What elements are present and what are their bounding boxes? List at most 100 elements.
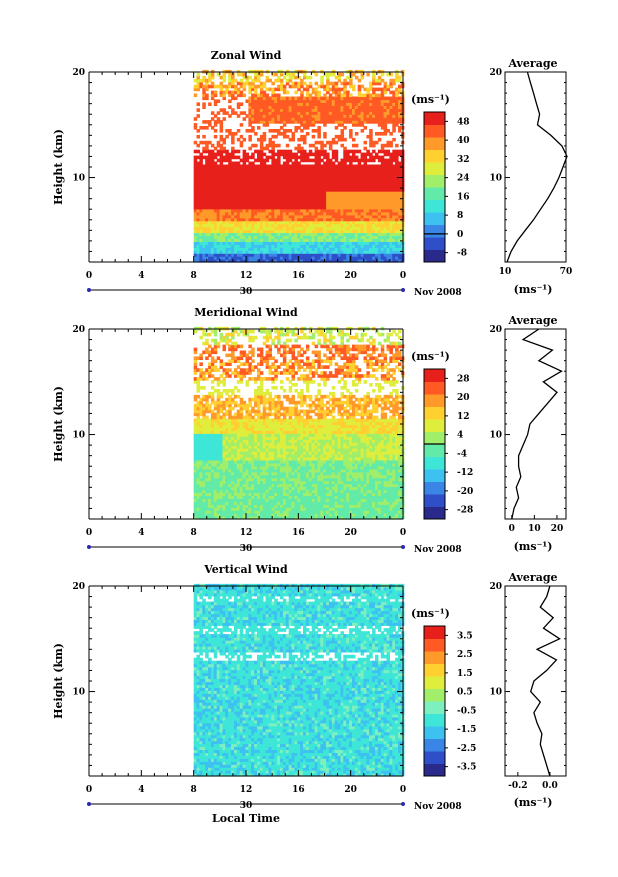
colorbar-swatch <box>424 237 445 250</box>
heatmap-cell <box>315 73 319 77</box>
average-profile-line <box>507 72 567 262</box>
heatmap-cell <box>277 144 281 148</box>
zonal-wind-average-profile: 10 20 10 70 <box>489 68 572 277</box>
heatmap-cell <box>197 73 201 77</box>
heatmap-cell <box>202 102 206 106</box>
x-tick-label: 12 <box>240 271 253 281</box>
heatmap-cell <box>223 117 227 121</box>
heatmap-cell <box>248 135 252 139</box>
zonal-wind-heatmap <box>194 70 405 263</box>
colorbar-tick-label: 16 <box>457 192 470 202</box>
zonal-wind-average-xlabel: (ms⁻¹) <box>514 283 553 296</box>
colorbar-swatch <box>424 137 445 150</box>
average-x-tick-label: 70 <box>560 267 573 277</box>
heatmap-cell <box>240 102 244 106</box>
colorbar-swatch <box>424 125 445 138</box>
x-tick-label: 0 <box>86 271 92 281</box>
heatmap-cell <box>237 389 241 393</box>
date-axis-end-marker <box>401 288 405 292</box>
heatmap-cell <box>202 135 206 139</box>
heatmap-cell <box>197 135 201 139</box>
colorbar-tick-label: 0 <box>457 230 463 240</box>
colorbar-swatch <box>424 150 445 163</box>
colorbar-swatch <box>424 212 445 225</box>
heatmap-cell <box>257 126 261 130</box>
heatmap-cell <box>205 339 209 343</box>
x-tick-label: 4 <box>138 271 144 281</box>
heatmap-cell <box>352 85 356 89</box>
heatmap-cell <box>208 102 212 106</box>
heatmap-cell <box>240 123 244 127</box>
colorbar-tick-label: 24 <box>457 174 470 184</box>
heatmap-cell <box>251 126 255 130</box>
heatmap-cell <box>355 144 359 148</box>
heatmap-cell <box>237 129 241 133</box>
heatmap-cell <box>214 129 218 133</box>
colorbar-swatch <box>424 162 445 175</box>
heatmap-cell <box>395 144 399 148</box>
y-tick-label: 10 <box>72 174 85 184</box>
heatmap-cell <box>343 138 347 142</box>
zonal-wind-colorbar-unit: (ms⁻¹) <box>411 93 450 106</box>
heatmap-cell <box>254 144 258 148</box>
heatmap-cell <box>378 138 382 142</box>
heatmap-cell <box>254 132 258 136</box>
heatmap-cell <box>286 144 290 148</box>
zonal-wind-title: Zonal Wind <box>211 49 282 62</box>
colorbar-swatch <box>424 112 445 125</box>
heatmap-cell <box>392 138 396 142</box>
meridional-wind-heatmap <box>194 327 405 520</box>
heatmap-cell <box>349 129 353 133</box>
heatmap-cell <box>317 126 321 130</box>
heatmap-cell <box>214 91 218 95</box>
average-y-tick-label: 10 <box>489 174 502 184</box>
heatmap-cell <box>369 129 373 133</box>
colorbar-tick-label: 48 <box>457 117 470 127</box>
heatmap-cell <box>197 102 201 106</box>
heatmap-cell <box>326 153 330 157</box>
heatmap-cell <box>364 141 368 145</box>
heatmap-cell <box>323 132 327 136</box>
heatmap-cell <box>286 91 290 95</box>
date-axis-start-marker <box>87 288 91 292</box>
heatmap-cell <box>341 73 345 77</box>
meridional-wind-ylabel: Height (km) <box>52 386 65 462</box>
heatmap-cell <box>199 362 203 366</box>
heatmap-cell <box>197 108 201 112</box>
x-tick-label: 16 <box>292 271 305 281</box>
zonal-wind-month: Nov 2008 <box>414 288 462 298</box>
average-x-tick-label: 10 <box>499 267 512 277</box>
colorbar-swatch <box>424 200 445 213</box>
heatmap-cell <box>237 150 241 154</box>
average-y-tick-label: 20 <box>489 68 502 78</box>
heatmap-cell <box>355 132 359 136</box>
zonal-wind-average-title: Average <box>507 57 557 70</box>
x-tick-label: 8 <box>191 271 197 281</box>
colorbar-tick-label: -8 <box>457 249 467 259</box>
meridional-wind-title: Meridional Wind <box>194 306 298 319</box>
y-tick-label: 20 <box>72 68 85 78</box>
heatmap-cell <box>364 126 368 130</box>
colorbar-swatch <box>424 250 445 263</box>
heatmap-cell <box>197 114 201 118</box>
colorbar-tick-label: 40 <box>457 136 470 146</box>
x-tick-label: 20 <box>344 271 357 281</box>
x-tick-label: 0 <box>400 271 406 281</box>
heatmap-cell <box>194 123 198 127</box>
heatmap-cell <box>194 94 198 98</box>
heatmap-cell <box>214 135 218 139</box>
colorbar-swatch <box>424 175 445 188</box>
colorbar-tick-label: 32 <box>457 155 470 165</box>
heatmap-cell <box>312 135 316 139</box>
heatmap-cell <box>240 345 244 349</box>
heatmap-cell <box>352 138 356 142</box>
heatmap-cell <box>335 150 339 154</box>
heatmap-cell <box>263 132 267 136</box>
heatmap-cell <box>309 76 313 80</box>
heatmap-cell <box>202 386 206 390</box>
zonal-wind-ylabel: Height (km) <box>52 129 65 205</box>
colorbar-tick-label: 8 <box>457 211 463 221</box>
